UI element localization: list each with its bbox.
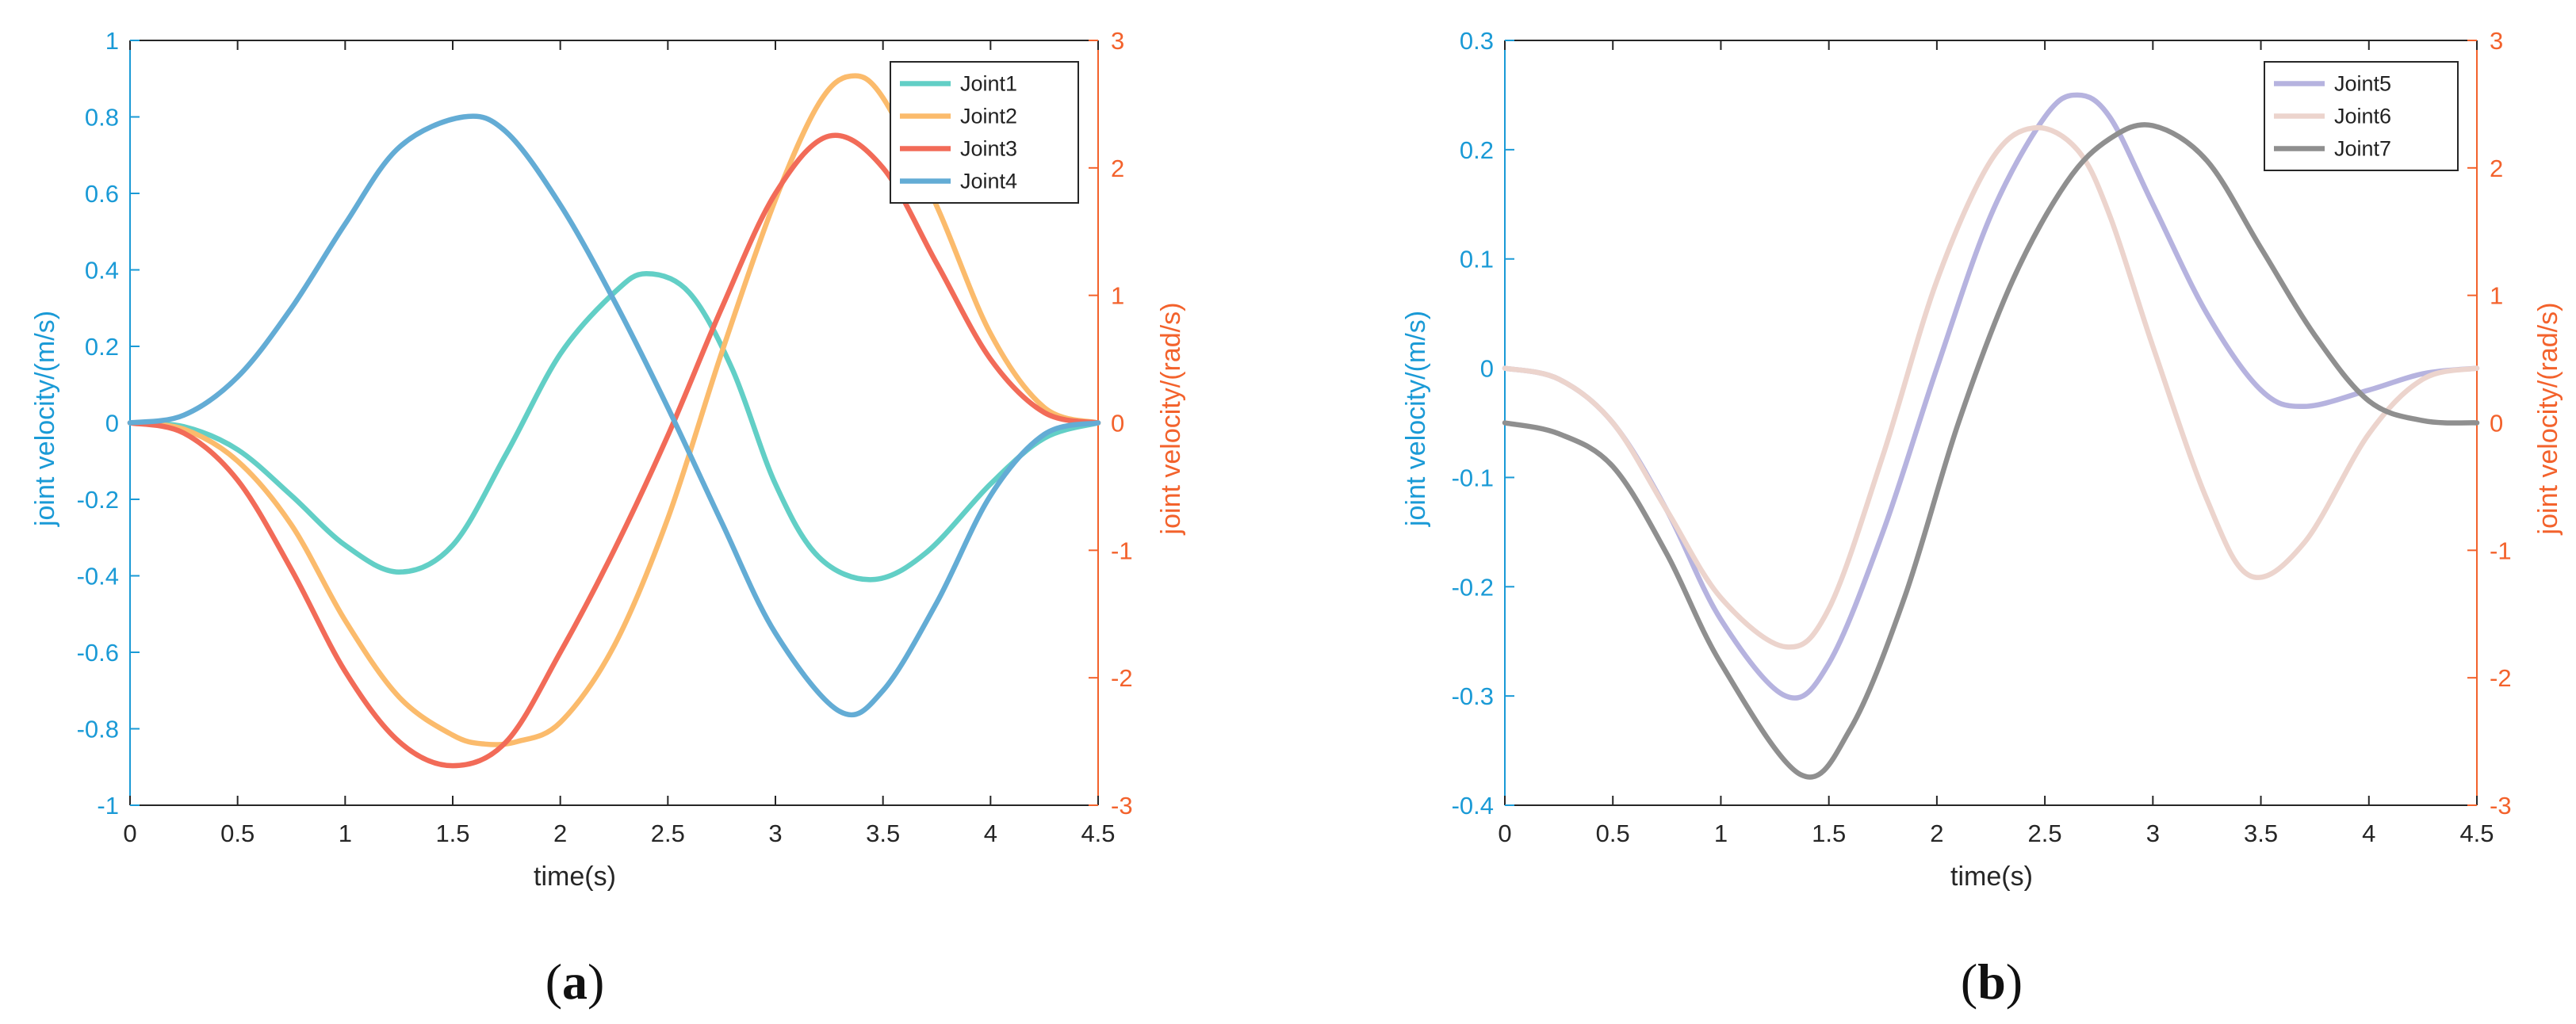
x-tick-label-a: 0.5 [220,820,255,847]
x-axis-label-a: time(s) [534,862,616,892]
series-line-joint3 [127,132,1101,769]
plot-area-a: 0 0.5 1 1.5 2 2.5 3 3.5 4 4.5 -1 -0.8 -0.6 -0.4 -0.2 0 0… [77,27,1133,847]
panel-label-b-open: ( [1961,953,1977,1010]
y-axis-right-label-b: joint velocity/(rad/s) [2533,303,2563,536]
x-tick-label-a: 1 [339,820,352,847]
x-axis-label-b: time(s) [1950,862,2033,892]
x-tick-label-a: 0 [123,820,136,847]
x-tick-label-b: 2.5 [2028,820,2062,847]
x-tick-label-b: 0 [1498,820,1511,847]
x-tick-label-b: 4 [2362,820,2375,847]
y-right-tick-label-a: 1 [1111,282,1124,310]
legend-label-joint2: Joint2 [960,105,1017,128]
panel-label-a: (a) [545,953,605,1010]
y-right-tick-label-a: -3 [1111,792,1133,820]
y-left-tick-label-a: -0.4 [77,563,119,590]
x-tick-label-a: 4.5 [1081,820,1115,847]
x-tick-label-b: 3 [2146,820,2160,847]
legend-label-joint6: Joint6 [2334,105,2391,128]
y-left-tick-label-b: -0.1 [1452,464,1494,491]
y-right-tick-label-b: -1 [2490,537,2512,564]
panel-label-a-open: ( [545,953,562,1010]
y-left-tick-label-a: -1 [97,792,119,820]
y-left-tick-label-b: 0 [1480,355,1494,383]
panel-label-b-close: ) [2006,953,2023,1010]
x-tick-label-b: 1.5 [1812,820,1846,847]
y-left-tick-label-b: -0.2 [1452,573,1494,601]
legend-label-joint1: Joint1 [960,72,1017,96]
y-left-tick-label-a: 0.2 [85,333,119,361]
y-left-tick-label-a: -0.6 [77,639,119,667]
x-tick-label-b: 0.5 [1596,820,1630,847]
plot-area-b: 0 0.5 1 1.5 2 2.5 3 3.5 4 4.5 -0.4 -0.3 -0.2 -0.1 0 0.1… [1452,27,2512,847]
panel-label-b-letter: b [1977,953,2006,1010]
y-left-tick-label-a: 0.8 [85,104,119,132]
y-right-tick-label-a: -1 [1111,537,1133,564]
legend-label-joint7: Joint7 [2334,137,2391,161]
y-left-tick-label-a: 1 [105,27,119,55]
y-right-tick-label-b: 2 [2490,155,2503,182]
y-right-tick-label-b: 1 [2490,282,2503,310]
y-right-tick-label-a: 2 [1111,155,1124,182]
x-tick-label-b: 2 [1930,820,1943,847]
legend-label-joint5: Joint5 [2334,72,2391,96]
y-axis-right-label-a: joint velocity/(rad/s) [1156,303,1186,536]
x-tick-label-b: 1 [1714,820,1728,847]
y-left-tick-label-b: 0.3 [1460,27,1494,55]
panel-label-a-letter: a [562,953,588,1010]
legend-a: Joint1 Joint2 Joint3 Joint4 [890,61,1079,204]
y-left-tick-label-b: 0.1 [1460,246,1494,273]
x-tick-label-a: 4 [984,820,997,847]
y-left-tick-label-b: -0.3 [1452,682,1494,710]
series-line-joint1 [127,271,1101,583]
x-tick-label-a: 3 [768,820,782,847]
x-tick-label-a: 1.5 [435,820,469,847]
y-left-tick-label-a: 0 [105,410,119,437]
x-tick-label-b: 4.5 [2459,820,2494,847]
panel-label-a-close: ) [588,953,604,1010]
y-right-tick-label-b: 3 [2490,27,2503,55]
panel-b: 0 0.5 1 1.5 2 2.5 3 3.5 4 4.5 -0.4 -0.3 -0.2 -0.1 0 0.1… [1401,27,2563,1010]
x-tick-label-b: 3.5 [2244,820,2278,847]
panel-a: 0 0.5 1 1.5 2 2.5 3 3.5 4 4.5 -1 -0.8 -0.6 -0.4 -0.2 0 0… [30,27,1186,1010]
series-line-joint4 [127,113,1101,718]
legend-b: Joint5 Joint6 Joint7 [2264,61,2459,171]
panel-label-b: (b) [1961,953,2023,1010]
series-line-joint7 [1502,122,2480,780]
y-right-tick-label-a: 3 [1111,27,1124,55]
x-tick-label-a: 2.5 [651,820,685,847]
y-right-tick-label-b: -3 [2490,792,2512,820]
x-tick-label-a: 3.5 [866,820,900,847]
series-line-joint6 [1502,124,2480,650]
y-left-tick-label-b: -0.4 [1452,792,1494,820]
y-left-tick-label-a: 0.4 [85,257,119,285]
y-right-tick-label-a: 0 [1111,410,1124,437]
legend-label-joint3: Joint3 [960,137,1017,161]
y-left-tick-label-b: 0.2 [1460,136,1494,164]
x-tick-label-a: 2 [553,820,567,847]
y-right-tick-label-b: 0 [2490,410,2503,437]
legend-label-joint4: Joint4 [960,170,1017,193]
y-axis-left-label-b: joint velocity/(m/s) [1401,311,1431,527]
y-right-tick-label-b: -2 [2490,664,2512,692]
y-left-tick-label-a: -0.8 [77,716,119,743]
y-axis-left-label-a: joint velocity/(m/s) [30,311,60,527]
y-left-tick-label-a: -0.2 [77,486,119,514]
y-right-tick-label-a: -2 [1111,664,1133,692]
y-left-tick-label-a: 0.6 [85,180,119,208]
